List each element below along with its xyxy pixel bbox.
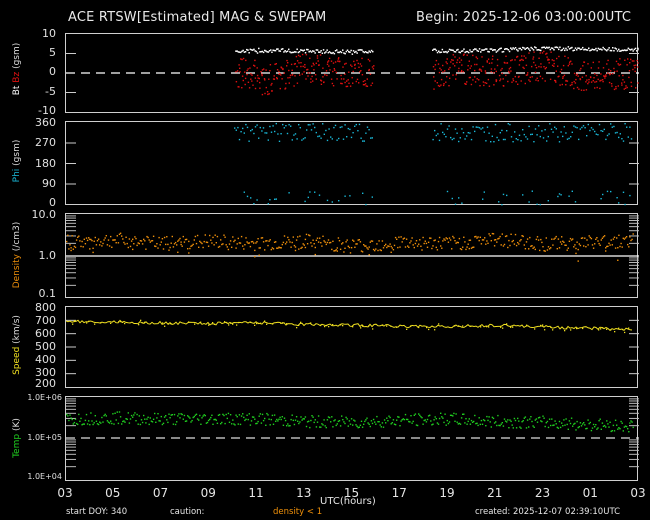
phi-ylabel: Phi (gsm) xyxy=(12,126,22,196)
mag-ytick: 5 xyxy=(49,46,56,59)
mag-ytick: 10 xyxy=(42,27,56,40)
created-time: created: 2025-12-07 02:39:10UTC xyxy=(475,507,621,517)
phi-ytick: 360 xyxy=(35,116,56,129)
begin-time: Begin: 2025-12-06 03:00:00UTC xyxy=(416,10,632,25)
temp-label: Temp xyxy=(12,433,22,458)
phi-ytick: 90 xyxy=(42,177,56,190)
x-tick-label: 03 xyxy=(630,486,646,500)
mag-ylabel: Bt Bz (gsm) xyxy=(12,34,22,104)
speed-ylabel: Speed (km/s) xyxy=(12,300,22,390)
density-label: Density xyxy=(12,254,22,289)
phi-panel xyxy=(65,121,639,206)
temp-panel xyxy=(65,396,639,481)
bz-label: Bz xyxy=(12,71,22,83)
mag-ytick: 0 xyxy=(49,65,56,78)
caution-label: caution: xyxy=(170,507,205,517)
x-tick-label: 23 xyxy=(534,486,551,500)
speed-ytick: 700 xyxy=(35,314,56,327)
phi-label: Phi xyxy=(12,168,22,183)
density-plot xyxy=(66,215,639,286)
x-tick-label: 19 xyxy=(439,486,455,500)
density-ytick: 0.1 xyxy=(38,287,57,300)
density-ytick: 10.0 xyxy=(31,208,57,221)
x-tick-label: 01 xyxy=(582,486,598,500)
speed-ytick: 600 xyxy=(35,327,56,340)
temp-plot xyxy=(66,398,639,468)
speed-ytick: 500 xyxy=(35,340,56,353)
x-tick-label: 13 xyxy=(296,486,312,500)
phi-ytick: 0 xyxy=(49,196,56,209)
x-tick-label: 17 xyxy=(391,486,407,500)
mag-ytick: -5 xyxy=(45,85,56,98)
density-panel xyxy=(65,213,639,298)
density-unit: (/cm3) xyxy=(12,221,22,252)
speed-label: Speed xyxy=(12,346,22,375)
mag-plot xyxy=(66,46,639,96)
temp-unit: (K) xyxy=(12,418,22,432)
speed-unit: (km/s) xyxy=(12,315,22,344)
phi-ytick: 270 xyxy=(35,136,56,149)
phi-unit: (gsm) xyxy=(12,139,22,166)
speed-plot xyxy=(66,319,639,375)
x-tick-label: 11 xyxy=(248,486,264,500)
speed-ytick: 200 xyxy=(35,377,56,390)
bt-label: Bt xyxy=(12,85,22,96)
x-tick-label: 15 xyxy=(343,486,360,500)
chart-title: ACE RTSW[Estimated] MAG & SWEPAM xyxy=(68,10,327,25)
speed-ytick: 400 xyxy=(35,353,56,366)
speed-ytick: 800 xyxy=(35,301,56,314)
density-ylabel: Density (/cm3) xyxy=(12,210,22,300)
x-tick-label: 09 xyxy=(200,486,216,500)
phi-ytick: 180 xyxy=(35,157,56,170)
x-tick-label: 21 xyxy=(487,486,503,500)
x-tick-label: 07 xyxy=(152,486,169,500)
temp-ylabel: Temp (K) xyxy=(12,403,22,473)
temp-ytick: 1.0E+06 xyxy=(27,393,62,402)
start-doy: start DOY: 340 xyxy=(66,507,128,517)
phi-plot xyxy=(66,122,639,206)
mag-unit: (gsm) xyxy=(12,42,22,69)
x-tick-label: 03 xyxy=(57,486,73,500)
speed-ytick: 300 xyxy=(35,366,56,379)
temp-ytick: 1.0E+05 xyxy=(27,433,62,442)
mag-ytick: -10 xyxy=(38,104,56,117)
speed-panel xyxy=(65,306,639,388)
x-axis-label: UTC(hours) xyxy=(320,496,376,507)
mag-panel xyxy=(65,33,639,113)
x-tick-label: 05 xyxy=(105,486,121,500)
density-caution: density < 1 xyxy=(273,507,323,517)
temp-ytick: 1.0E+04 xyxy=(27,472,62,481)
density-ytick: 1.0 xyxy=(38,249,57,262)
